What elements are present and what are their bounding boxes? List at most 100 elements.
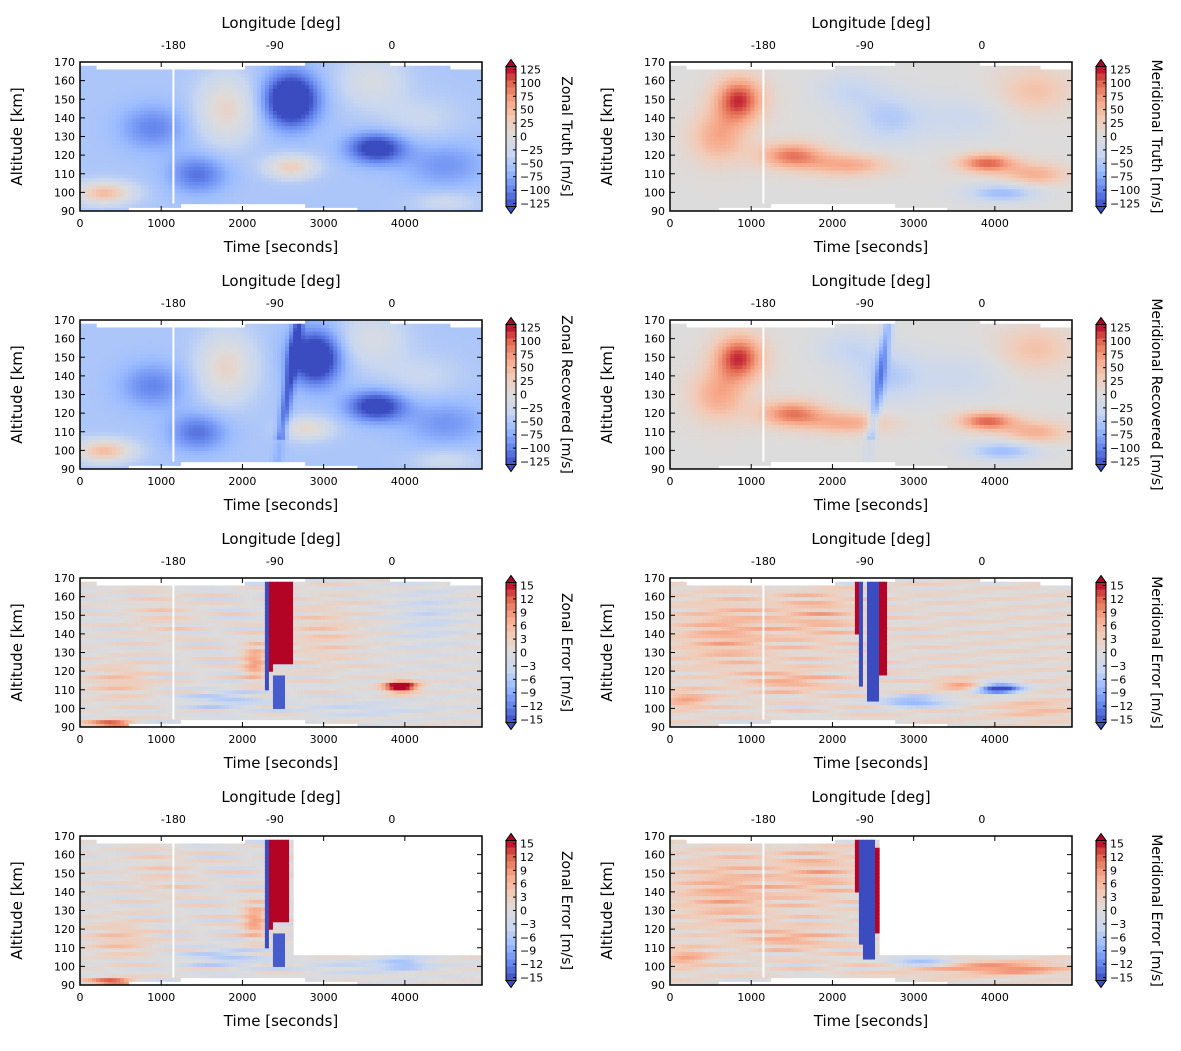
top-tick-label: -180	[751, 297, 776, 310]
colorbar-tick-label: 6	[1110, 878, 1117, 891]
x-tick-label: 3000	[310, 475, 338, 488]
y-tick-label: 90	[61, 721, 75, 734]
colorbar-tick-label: 100	[1110, 335, 1131, 348]
colorbar-tick-label: −15	[1110, 972, 1133, 985]
colorbar-tick-label: 0	[520, 389, 527, 402]
colorbar-tick-label: −25	[520, 144, 543, 157]
y-tick-label: 100	[644, 960, 665, 973]
heatmap-cells	[670, 578, 1072, 727]
y-tick-label: 150	[644, 609, 665, 622]
colorbar-tick-label: 9	[520, 864, 527, 877]
colorbar-tick-label: 3	[520, 891, 527, 904]
top-tick-label: -180	[161, 813, 186, 826]
colorbar-extend-min	[1095, 722, 1107, 731]
x-tick-label: 2000	[228, 217, 256, 230]
y-tick-label: 140	[54, 370, 75, 383]
colorbar-tick-label: 15	[1110, 838, 1124, 851]
colorbar-tick-label: −9	[1110, 945, 1126, 958]
y-tick-label: 120	[54, 149, 75, 162]
y-tick-label: 160	[54, 333, 75, 346]
colorbar-tick-label: −3	[520, 918, 536, 931]
y-tick-label: 140	[54, 112, 75, 125]
colorbar-extend-max	[505, 316, 517, 325]
top-tick-label: -90	[266, 555, 284, 568]
colorbar-tick-label: 12	[1110, 593, 1124, 606]
colorbar-label: Meridional Truth [m/s]	[1148, 60, 1164, 214]
x-tick-label: 0	[77, 991, 84, 1004]
y-tick-label: 130	[54, 905, 75, 918]
colorbar-tick-label: −50	[1110, 415, 1133, 428]
x-tick-label: 0	[667, 217, 674, 230]
x-tick-label: 4000	[391, 733, 419, 746]
colorbar-tick-label: 6	[520, 878, 527, 891]
top-tick-label: -90	[266, 297, 284, 310]
x-axis-label: Time [seconds]	[223, 496, 339, 514]
colorbar-tick-label: −25	[1110, 144, 1133, 157]
top-tick-label: -90	[856, 813, 874, 826]
colorbar-tick-label: 0	[520, 905, 527, 918]
y-tick-label: 110	[54, 168, 75, 181]
colorbar-tick-label: −75	[1110, 429, 1133, 442]
panel-meridional-truth: 0 1000 2000 3000 400090100110120130140150160…	[598, 14, 1164, 256]
y-tick-label: 100	[54, 960, 75, 973]
top-axis-label: Longitude [deg]	[221, 14, 340, 32]
top-tick-label: 0	[388, 297, 395, 310]
heatmap-cells	[670, 320, 1072, 469]
colorbar-tick-label: 50	[1110, 104, 1124, 117]
colorbar-extend-max	[1095, 58, 1107, 67]
heatmap-cells	[670, 839, 1072, 985]
colorbar-tick-label: 75	[520, 348, 534, 361]
top-axis-label: Longitude [deg]	[221, 530, 340, 548]
colorbar-tick-label: 3	[520, 633, 527, 646]
colorbar-tick-label: 25	[1110, 117, 1124, 130]
x-axis-label: Time [seconds]	[813, 1012, 929, 1030]
y-tick-label: 130	[644, 647, 665, 660]
x-axis-label: Time [seconds]	[813, 754, 929, 772]
colorbar-tick-label: 125	[520, 322, 541, 335]
y-tick-label: 100	[644, 444, 665, 457]
colorbar-tick-label: −9	[1110, 687, 1126, 700]
top-tick-label: 0	[978, 813, 985, 826]
y-tick-label: 120	[644, 665, 665, 678]
colorbar-label: Zonal Error [m/s]	[558, 593, 574, 712]
colorbar-tick-label: 125	[1110, 322, 1131, 335]
y-tick-label: 150	[644, 93, 665, 106]
y-tick-label: 160	[54, 849, 75, 862]
y-tick-label: 130	[644, 905, 665, 918]
colorbar-tick-label: −6	[520, 673, 536, 686]
colorbar-label: Meridional Error [m/s]	[1148, 576, 1164, 729]
y-axis-label: Altitude [km]	[598, 87, 616, 185]
colorbar-tick-label: −15	[1110, 714, 1133, 727]
colorbar-extend-min	[505, 464, 517, 473]
colorbar-tick-label: 125	[520, 64, 541, 77]
top-tick-label: 0	[978, 39, 985, 52]
panel-zonal-error-2: 0 1000 2000 3000 400090100110120130140150160…	[8, 788, 574, 1030]
x-tick-label: 1000	[147, 475, 175, 488]
y-tick-label: 110	[644, 168, 665, 181]
colorbar-tick-label: −3	[520, 660, 536, 673]
x-tick-label: 0	[667, 475, 674, 488]
colorbar-label: Meridional Error [m/s]	[1148, 834, 1164, 987]
x-tick-label: 2000	[228, 991, 256, 1004]
x-tick-label: 3000	[900, 991, 928, 1004]
colorbar-tick-label: 15	[520, 580, 534, 593]
colorbar-tick-label: 6	[520, 620, 527, 633]
colorbar-tick-label: −75	[1110, 171, 1133, 184]
colorbar-tick-label: 0	[1110, 647, 1117, 660]
x-axis-label: Time [seconds]	[813, 238, 929, 256]
x-tick-label: 2000	[818, 991, 846, 1004]
y-tick-label: 110	[54, 684, 75, 697]
top-tick-label: -180	[161, 297, 186, 310]
colorbar-tick-label: 9	[520, 606, 527, 619]
y-tick-label: 100	[54, 186, 75, 199]
colorbar-extend-max	[505, 574, 517, 583]
colorbar-tick-label: −6	[520, 931, 536, 944]
y-tick-label: 170	[54, 314, 75, 327]
panel-meridional-error-1: 0 1000 2000 3000 400090100110120130140150160…	[598, 530, 1164, 772]
colorbar-tick-label: 100	[520, 335, 541, 348]
y-axis-label: Altitude [km]	[8, 861, 26, 959]
colorbar-tick-label: −12	[1110, 958, 1133, 971]
colorbar-tick-label: 25	[520, 375, 534, 388]
